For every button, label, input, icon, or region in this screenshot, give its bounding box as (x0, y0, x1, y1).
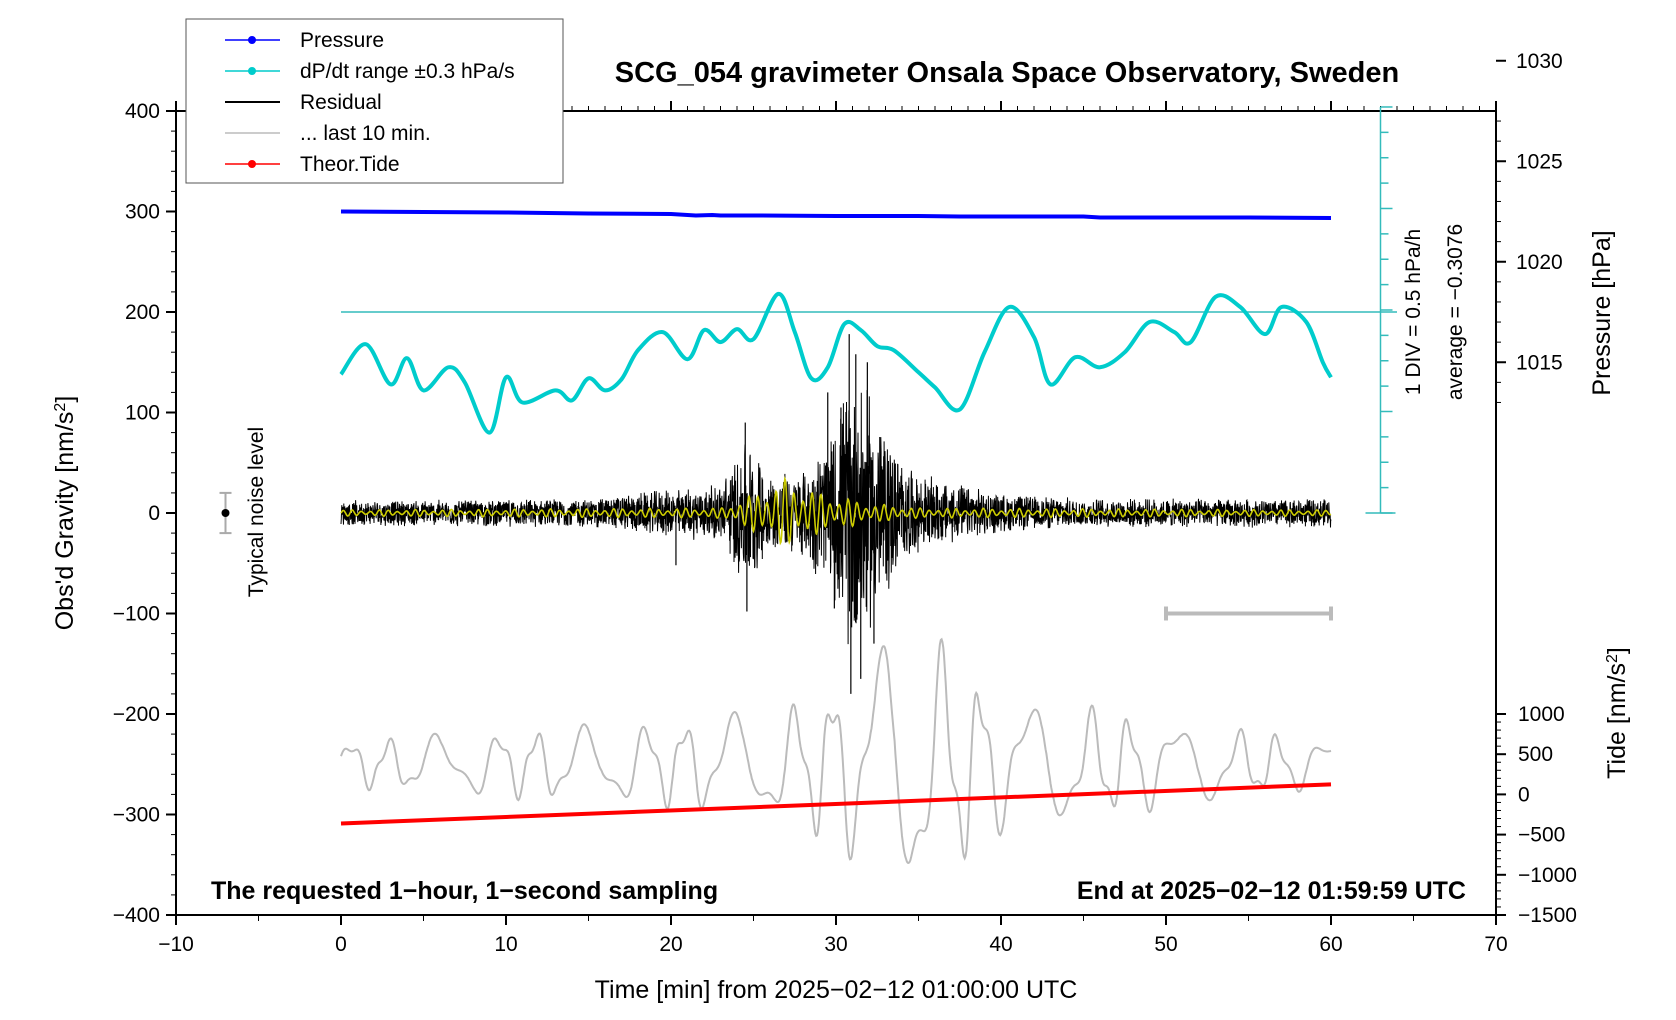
legend-label-3: ... last 10 min. (300, 122, 431, 145)
x-tick-label-5: 40 (989, 933, 1012, 956)
y-tick-label-6: 200 (125, 301, 160, 324)
x-axis-title: Time [min] from 2025−02−12 01:00:00 UTC (595, 976, 1078, 1004)
y-tick-label-4: 0 (148, 502, 160, 525)
pressure-tick-label-3: 1030 (1516, 50, 1563, 73)
y-tick-label-2: −200 (113, 703, 160, 726)
tide-tick-label-5: 1000 (1518, 703, 1565, 726)
x-tick-label-7: 60 (1319, 933, 1342, 956)
legend-label-1: dP/dt range ±0.3 hPa/s (300, 60, 515, 83)
y-tick-label-5: 100 (125, 402, 160, 425)
dpdt-scale-label-1: 1 DIV = 0.5 hPa/h (1402, 229, 1425, 395)
y-axis-title-left-main: Obs'd Gravity [nm/s (51, 412, 79, 631)
y-tick-label-3: −100 (113, 603, 160, 626)
x-tick-label-2: 10 (494, 933, 517, 956)
x-tick-label-4: 30 (824, 933, 847, 956)
y-tick-label-7: 300 (125, 201, 160, 224)
y-axis-title-tide: Tide [nm/s2] (1603, 647, 1631, 779)
pressure-tick-label-2: 1025 (1516, 150, 1563, 173)
series-last-10-min (340, 637, 1332, 864)
y-axis-title-left-sup: 2 (52, 403, 69, 412)
series-theor-tide (340, 782, 1332, 826)
tide-tick-label-2: −500 (1518, 824, 1565, 847)
pressure-tick-label-0: 1015 (1516, 351, 1563, 374)
y-axis-title-left-end: ] (51, 396, 79, 403)
series-residual (340, 390, 1332, 645)
y-tick-label-1: −300 (113, 804, 160, 827)
axes-layer: −10 0 10 20 30 40 50 60 70−400−300−200−100010020… (113, 50, 1577, 956)
y-axis-title-tide-main: Tide [nm/s (1603, 663, 1631, 779)
tide-tick-label-4: 500 (1518, 743, 1553, 766)
legend-marker-4 (248, 160, 256, 168)
legend-marker-1 (248, 67, 256, 75)
series-dpdt (339, 291, 1333, 435)
legend: Pressure dP/dt range ±0.3 hPa/s Residual..… (185, 18, 564, 184)
x-tick-label-6: 50 (1154, 933, 1177, 956)
legend-label-4: Theor.Tide (300, 153, 400, 176)
pressure-tick-label-1: 1020 (1516, 251, 1563, 274)
tide-tick-label-1: −1000 (1518, 864, 1577, 887)
x-tick-label-0: −10 (158, 933, 194, 956)
noise-level-label: Typical noise level (245, 427, 268, 597)
y-axis-title-left: Obs'd Gravity [nm/s2] (51, 396, 79, 631)
tide-tick-label-3: 0 (1518, 783, 1530, 806)
y-axis-title-tide-end: ] (1603, 647, 1631, 654)
noise-point (221, 509, 230, 517)
series-layer (339, 209, 1397, 864)
legend-label-2: Residual (300, 91, 382, 114)
x-tick-label-8: 70 (1484, 933, 1507, 956)
annotation-end-time: End at 2025−02−12 01:59:59 UTC (1077, 877, 1466, 905)
legend-label-0: Pressure (300, 29, 384, 52)
y-tick-label-0: −400 (113, 904, 160, 927)
y-axis-title-pressure: Pressure [hPa] (1588, 230, 1616, 395)
x-tick-label-3: 20 (659, 933, 682, 956)
legend-marker-0 (248, 36, 256, 44)
y-axis-title-tide-sup: 2 (1604, 654, 1621, 663)
dpdt-scale-label-2: average = −0.3076 (1444, 224, 1467, 400)
x-tick-label-1: 0 (335, 933, 347, 956)
chart-title: SCG_054 gravimeter Onsala Space Observat… (615, 57, 1399, 89)
annotation-sampling: The requested 1−hour, 1−second sampling (211, 877, 718, 905)
tide-tick-label-0: −1500 (1518, 904, 1577, 927)
series-pressure (340, 209, 1332, 220)
y-tick-label-8: 400 (125, 100, 160, 123)
series-filtered (340, 475, 1332, 546)
overlay-layer (219, 106, 1396, 621)
